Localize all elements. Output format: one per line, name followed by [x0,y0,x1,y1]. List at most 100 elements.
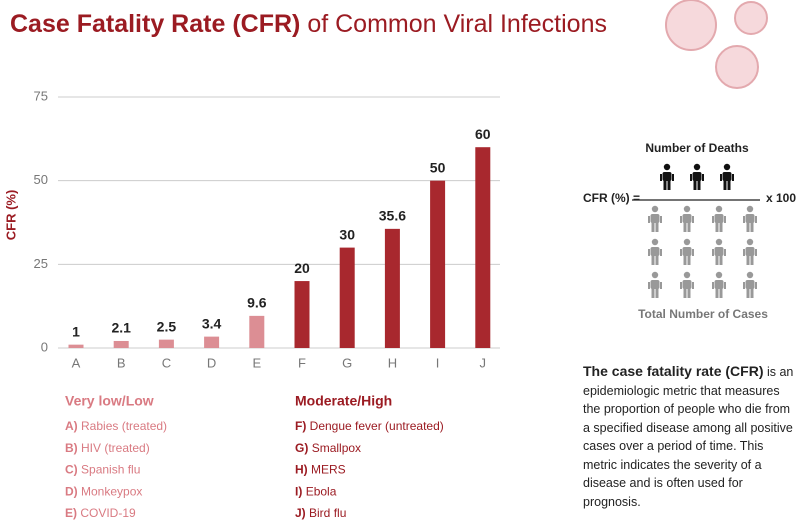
bar [430,180,446,348]
person-icon [680,205,694,232]
person-head [693,163,701,171]
legend-key: H) [295,463,308,477]
legend-label: Dengue fever (untreated) [310,419,444,433]
y-tick-label: 0 [41,339,48,354]
legend-item: F) Dengue fever (untreated) [295,419,444,433]
person-icon [743,238,757,265]
bar [294,281,310,348]
bar [384,228,400,348]
x-tick-label: J [480,355,487,370]
x-tick-label: C [162,355,171,370]
bar [204,336,220,348]
legend-key: B) [65,441,78,455]
title-rest: of Common Viral Infections [307,10,607,38]
legend-item: I) Ebola [295,485,337,499]
x-tick-label: H [388,355,397,370]
y-tick-label: 50 [34,172,48,187]
legend-key: F) [295,419,306,433]
person-icon [712,205,726,232]
bar [113,340,129,348]
legend-label: Smallpox [312,441,361,455]
person-head [683,238,691,246]
person-body [745,280,755,289]
person-body [714,247,724,256]
person-body [662,172,672,181]
data-label: 2.1 [111,320,131,336]
legend-heading: Moderate/High [295,393,392,409]
legend-label: Bird flu [309,506,346,520]
person-head [663,163,671,171]
data-label: 20 [294,260,310,276]
legend-label: MERS [311,463,346,477]
legend-key: D) [65,485,78,499]
virus-decoration [665,0,768,89]
data-label: 3.4 [202,315,222,331]
x-tick-label: F [298,355,306,370]
person-icon [648,205,662,232]
x-tick-label: A [72,355,81,370]
data-label: 1 [72,323,80,339]
x-tick-label: B [117,355,126,370]
person-body [714,280,724,289]
chart-title: Case Fatality Rate (CFR) of Common Viral… [10,10,607,38]
person-icon [743,271,757,298]
person-body [682,247,692,256]
formula-lhs: CFR (%) = [583,191,640,205]
legend-item: H) MERS [295,463,346,477]
legend-key: J) [295,506,306,520]
data-label: 35.6 [379,208,406,224]
x-tick-label: D [207,355,216,370]
legend-label: Monkeypox [81,485,142,499]
person-head [715,271,723,279]
person-icon [743,205,757,232]
multiplier: x 100 [766,191,796,205]
person-head [746,271,754,279]
description-text: is an epidemiologic metric that measures… [583,365,794,509]
legend-key: E) [65,506,77,520]
legend-item: G) Smallpox [295,441,361,455]
legend-item: J) Bird flu [295,506,346,520]
person-icon [680,271,694,298]
person-icon [648,271,662,298]
x-tick-label: I [436,355,440,370]
person-body [682,214,692,223]
data-label: 50 [430,159,446,175]
legend-label: COVID-19 [80,506,136,520]
person-body [714,214,724,223]
data-label: 30 [339,226,355,242]
person-icon [648,238,662,265]
legend-item: B) HIV (treated) [65,441,150,455]
legend-key: A) [65,419,78,433]
person-body [650,247,660,256]
bar [475,147,491,348]
person-body [650,214,660,223]
data-label: 60 [475,126,491,142]
description-bold: The case fatality rate (CFR) [583,363,764,379]
x-tick-label: E [252,355,261,370]
legend-key: C) [65,463,78,477]
y-axis-label: CFR (%) [3,190,18,241]
legend-item: D) Monkeypox [65,485,142,499]
person-icon [690,163,704,190]
legend-label: Rabies (treated) [81,419,167,433]
legend-label: Spanish flu [81,463,140,477]
data-label: 2.5 [157,318,177,334]
title-bold: Case Fatality Rate (CFR) [10,10,300,38]
bar [249,315,265,348]
y-tick-label: 25 [34,256,48,271]
legend-label: Ebola [306,485,337,499]
person-body [722,172,732,181]
person-body [650,280,660,289]
denominator: Total Number of Cases [638,307,768,321]
x-tick-label: G [342,355,352,370]
bar [339,247,355,348]
y-tick-label: 75 [34,88,48,103]
person-head [715,205,723,213]
person-head [683,205,691,213]
person-head [723,163,731,171]
person-head [651,205,659,213]
person-icon [660,163,674,190]
person-body [682,280,692,289]
